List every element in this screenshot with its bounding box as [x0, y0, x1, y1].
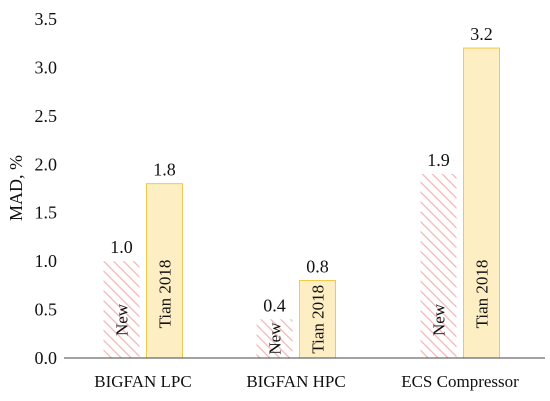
- y-tick-label: 3.5: [35, 9, 58, 29]
- data-label: 0.4: [263, 295, 286, 315]
- series-label-tian-2018: Tian 2018: [156, 260, 175, 329]
- y-tick-label: 0.5: [35, 300, 58, 320]
- y-tick-label: 2.0: [35, 154, 58, 174]
- x-category-label: ECS Compressor: [401, 372, 519, 391]
- y-tick-label: 2.5: [35, 106, 58, 126]
- y-tick-label: 1.0: [35, 251, 58, 271]
- bar-new: [420, 173, 457, 358]
- y-tick-label: 3.0: [35, 57, 58, 77]
- x-category-label: BIGFAN LPC: [94, 372, 191, 391]
- data-label: 3.2: [470, 24, 493, 44]
- data-label: 0.8: [306, 257, 329, 277]
- series-label-new: New: [266, 322, 285, 355]
- bar-tian-2018: [146, 183, 183, 359]
- data-label: 1.9: [427, 150, 450, 170]
- data-label: 1.8: [153, 160, 176, 180]
- bar-new: [256, 319, 293, 358]
- series-label-new: New: [113, 303, 132, 336]
- bar-new: [103, 261, 140, 358]
- series-label-tian-2018: Tian 2018: [309, 285, 328, 354]
- y-tick-label: 0.0: [35, 348, 58, 368]
- bar-tian-2018: [299, 280, 336, 359]
- y-tick-label: 1.5: [35, 203, 58, 223]
- series-label-tian-2018: Tian 2018: [473, 260, 492, 329]
- y-axis-label: MAD, %: [6, 155, 26, 221]
- series-label-new: New: [430, 303, 449, 336]
- x-category-label: BIGFAN HPC: [246, 372, 345, 391]
- data-label: 1.0: [110, 237, 133, 257]
